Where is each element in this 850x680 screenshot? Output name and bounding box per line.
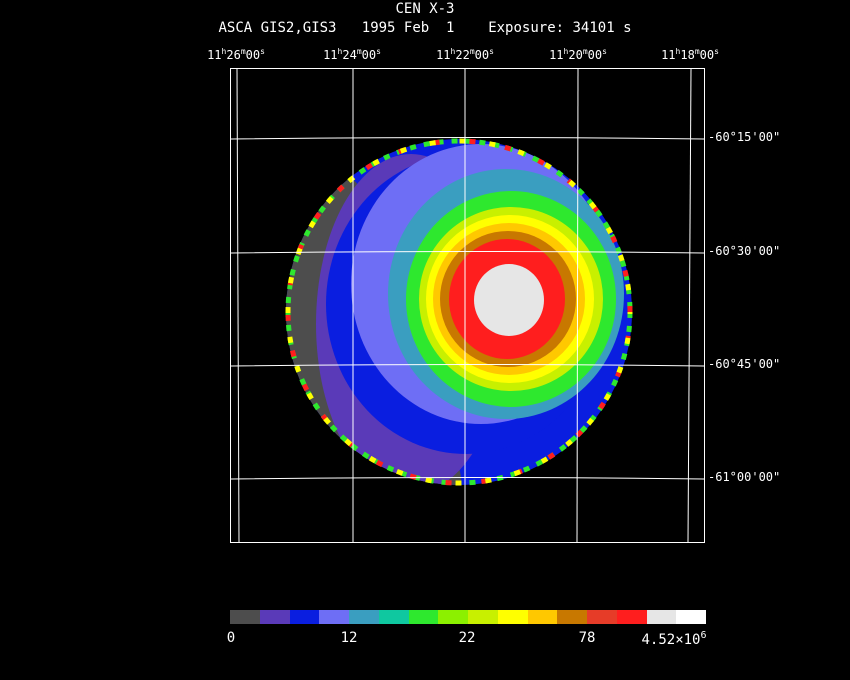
colorbar-swatch-4: [349, 610, 379, 624]
ra-label-2: 11h24m00s: [323, 47, 381, 62]
colorbar-label-12: 12: [340, 630, 358, 646]
colorbar-swatch-3: [319, 610, 349, 624]
dec-label-2: -60°30'00": [708, 244, 781, 258]
ra-label-1: 11h26m00s: [207, 47, 265, 62]
colorbar-label-22: 22: [458, 630, 476, 646]
colorbar-label-max: 4.52×106: [641, 630, 707, 648]
colorbar-swatch-12: [587, 610, 617, 624]
colorbar-swatch-15: [676, 610, 706, 624]
colorbar-swatch-14: [646, 610, 677, 624]
colorbar-swatch-5: [378, 610, 409, 624]
coordinate-grid: [231, 69, 704, 542]
ra-label-5: 11h18m00s: [661, 47, 719, 62]
image-frame: [230, 68, 705, 543]
colorbar-swatch-13: [616, 610, 647, 624]
colorbar-label-78: 78: [578, 630, 596, 646]
dec-label-3: -60°45'00": [708, 357, 781, 371]
colorbar-swatch-0: [230, 610, 260, 624]
colorbar-swatch-6: [408, 610, 439, 624]
observation-info: ASCA GIS2,GIS3 1995 Feb 1 Exposure: 3410…: [218, 20, 632, 36]
colorbar-swatch-1: [259, 610, 290, 624]
colorbar-label-0: 0: [226, 630, 236, 646]
colorbar-swatch-11: [557, 610, 587, 624]
colorbar-swatch-9: [497, 610, 528, 624]
colorbar-swatch-10: [527, 610, 558, 624]
colorbar-swatch-7: [438, 610, 468, 624]
colorbar: [230, 610, 706, 624]
dec-label-1: -60°15'00": [708, 130, 781, 144]
colorbar-swatch-2: [289, 610, 320, 624]
xray-image: [231, 69, 704, 542]
object-title: CEN X-3: [395, 1, 455, 17]
colorbar-swatch-8: [468, 610, 498, 624]
dec-label-4: -61°00'00": [708, 470, 781, 484]
ra-label-3: 11h22m00s: [436, 47, 494, 62]
ra-label-4: 11h20m00s: [549, 47, 607, 62]
